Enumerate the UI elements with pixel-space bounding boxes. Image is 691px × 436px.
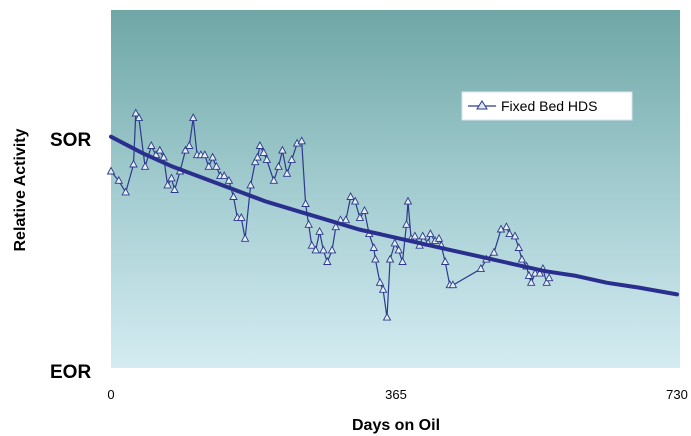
chart-marks [106, 108, 679, 321]
data-point-marker-44 [301, 199, 310, 207]
data-point-marker-32 [250, 157, 260, 166]
data-point-marker-78 [434, 233, 444, 242]
data-point-marker-94 [526, 277, 536, 286]
data-point-marker-27 [229, 192, 238, 200]
data-point-marker-11 [163, 180, 172, 189]
data-point-marker-25 [219, 171, 229, 180]
data-point-marker-51 [327, 245, 337, 254]
data-point-marker-52 [331, 222, 341, 231]
data-point-marker-15 [181, 145, 190, 154]
data-point-marker-72 [410, 231, 420, 240]
y-tick-label-sor: SOR [50, 130, 91, 151]
data-point-marker-3 [129, 159, 138, 168]
data-point-marker-55 [346, 192, 355, 200]
data-point-marker-48 [315, 226, 324, 235]
data-point-marker-50 [323, 257, 332, 265]
data-point-marker-22 [208, 152, 217, 161]
data-point-marker-20 [200, 150, 210, 159]
data-point-marker-87 [502, 222, 511, 231]
y-tick-label-eor: EOR [50, 362, 91, 383]
data-point-marker-16 [185, 141, 194, 149]
data-point-marker-5 [134, 113, 144, 122]
data-point-marker-31 [246, 180, 255, 189]
data-point-marker-34 [255, 141, 265, 149]
data-point-marker-33 [253, 152, 262, 161]
data-point-marker-49 [319, 245, 328, 254]
data-point-marker-91 [517, 254, 527, 263]
data-point-marker-62 [375, 277, 385, 286]
data-point-marker-70 [403, 196, 413, 205]
x-axis-title: Days on Oil [352, 417, 440, 434]
data-point-marker-83 [476, 263, 486, 272]
plot-area [111, 10, 680, 368]
data-point-marker-4 [131, 108, 141, 117]
data-point-marker-7 [147, 141, 156, 149]
data-point-marker-66 [390, 238, 400, 247]
data-point-marker-26 [224, 175, 234, 184]
data-point-marker-68 [398, 257, 407, 265]
data-point-marker-12 [167, 173, 176, 182]
data-point-marker-60 [369, 243, 379, 251]
data-point-marker-56 [350, 196, 360, 205]
data-point-marker-64 [382, 312, 392, 321]
data-point-marker-90 [514, 243, 524, 251]
data-point-marker-63 [378, 284, 388, 293]
data-point-marker-46 [307, 240, 317, 249]
data-point-marker-69 [402, 219, 411, 228]
data-point-marker-47 [311, 245, 320, 254]
series-line-fixed-bed-hds [110, 111, 550, 318]
data-point-marker-96 [535, 268, 545, 277]
data-point-marker-54 [341, 215, 351, 224]
x-tick-label-365: 365 [385, 387, 407, 402]
data-point-marker-17 [188, 113, 198, 122]
legend-triangle-icon [476, 100, 488, 110]
data-point-marker-67 [394, 245, 403, 254]
data-point-marker-6 [140, 161, 150, 170]
data-point-marker-76 [426, 229, 435, 238]
data-point-marker-1 [114, 175, 124, 184]
data-point-marker-93 [524, 270, 534, 279]
data-point-marker-45 [304, 219, 313, 228]
x-tick-label-730: 730 [666, 387, 688, 402]
data-point-marker-86 [496, 224, 506, 233]
data-point-marker-2 [121, 187, 130, 196]
data-point-marker-57 [355, 212, 365, 221]
data-point-marker-58 [360, 205, 369, 214]
y-axis-title: Relative Activity [12, 128, 29, 251]
data-point-marker-38 [274, 161, 283, 170]
legend: Fixed Bed HDS [461, 91, 633, 121]
trend-curve [109, 134, 679, 297]
data-point-marker-21 [204, 161, 213, 170]
data-point-marker-39 [278, 145, 287, 154]
data-point-marker-35 [259, 147, 268, 156]
data-point-marker-40 [282, 168, 292, 177]
data-point-marker-61 [371, 254, 380, 263]
data-point-marker-9 [155, 145, 165, 154]
legend-label: Fixed Bed HDS [501, 98, 597, 114]
data-point-marker-23 [212, 161, 221, 170]
data-point-marker-41 [287, 154, 296, 163]
data-point-marker-29 [237, 212, 246, 221]
data-point-marker-0 [106, 166, 116, 175]
data-point-marker-65 [385, 254, 395, 263]
data-point-marker-88 [505, 229, 514, 238]
data-point-marker-82 [448, 280, 458, 289]
data-point-marker-36 [262, 154, 272, 163]
data-point-marker-43 [297, 136, 306, 145]
data-point-marker-10 [159, 152, 168, 161]
data-point-marker-13 [170, 185, 179, 193]
data-point-marker-30 [240, 233, 250, 242]
data-point-marker-99 [544, 273, 554, 282]
data-point-marker-37 [269, 175, 279, 184]
data-point-marker-89 [510, 231, 520, 240]
data-point-marker-74 [418, 231, 427, 240]
data-point-marker-85 [489, 247, 499, 256]
data-point-marker-98 [542, 277, 551, 286]
x-tick-label-0: 0 [107, 387, 114, 402]
data-point-marker-80 [440, 257, 450, 265]
